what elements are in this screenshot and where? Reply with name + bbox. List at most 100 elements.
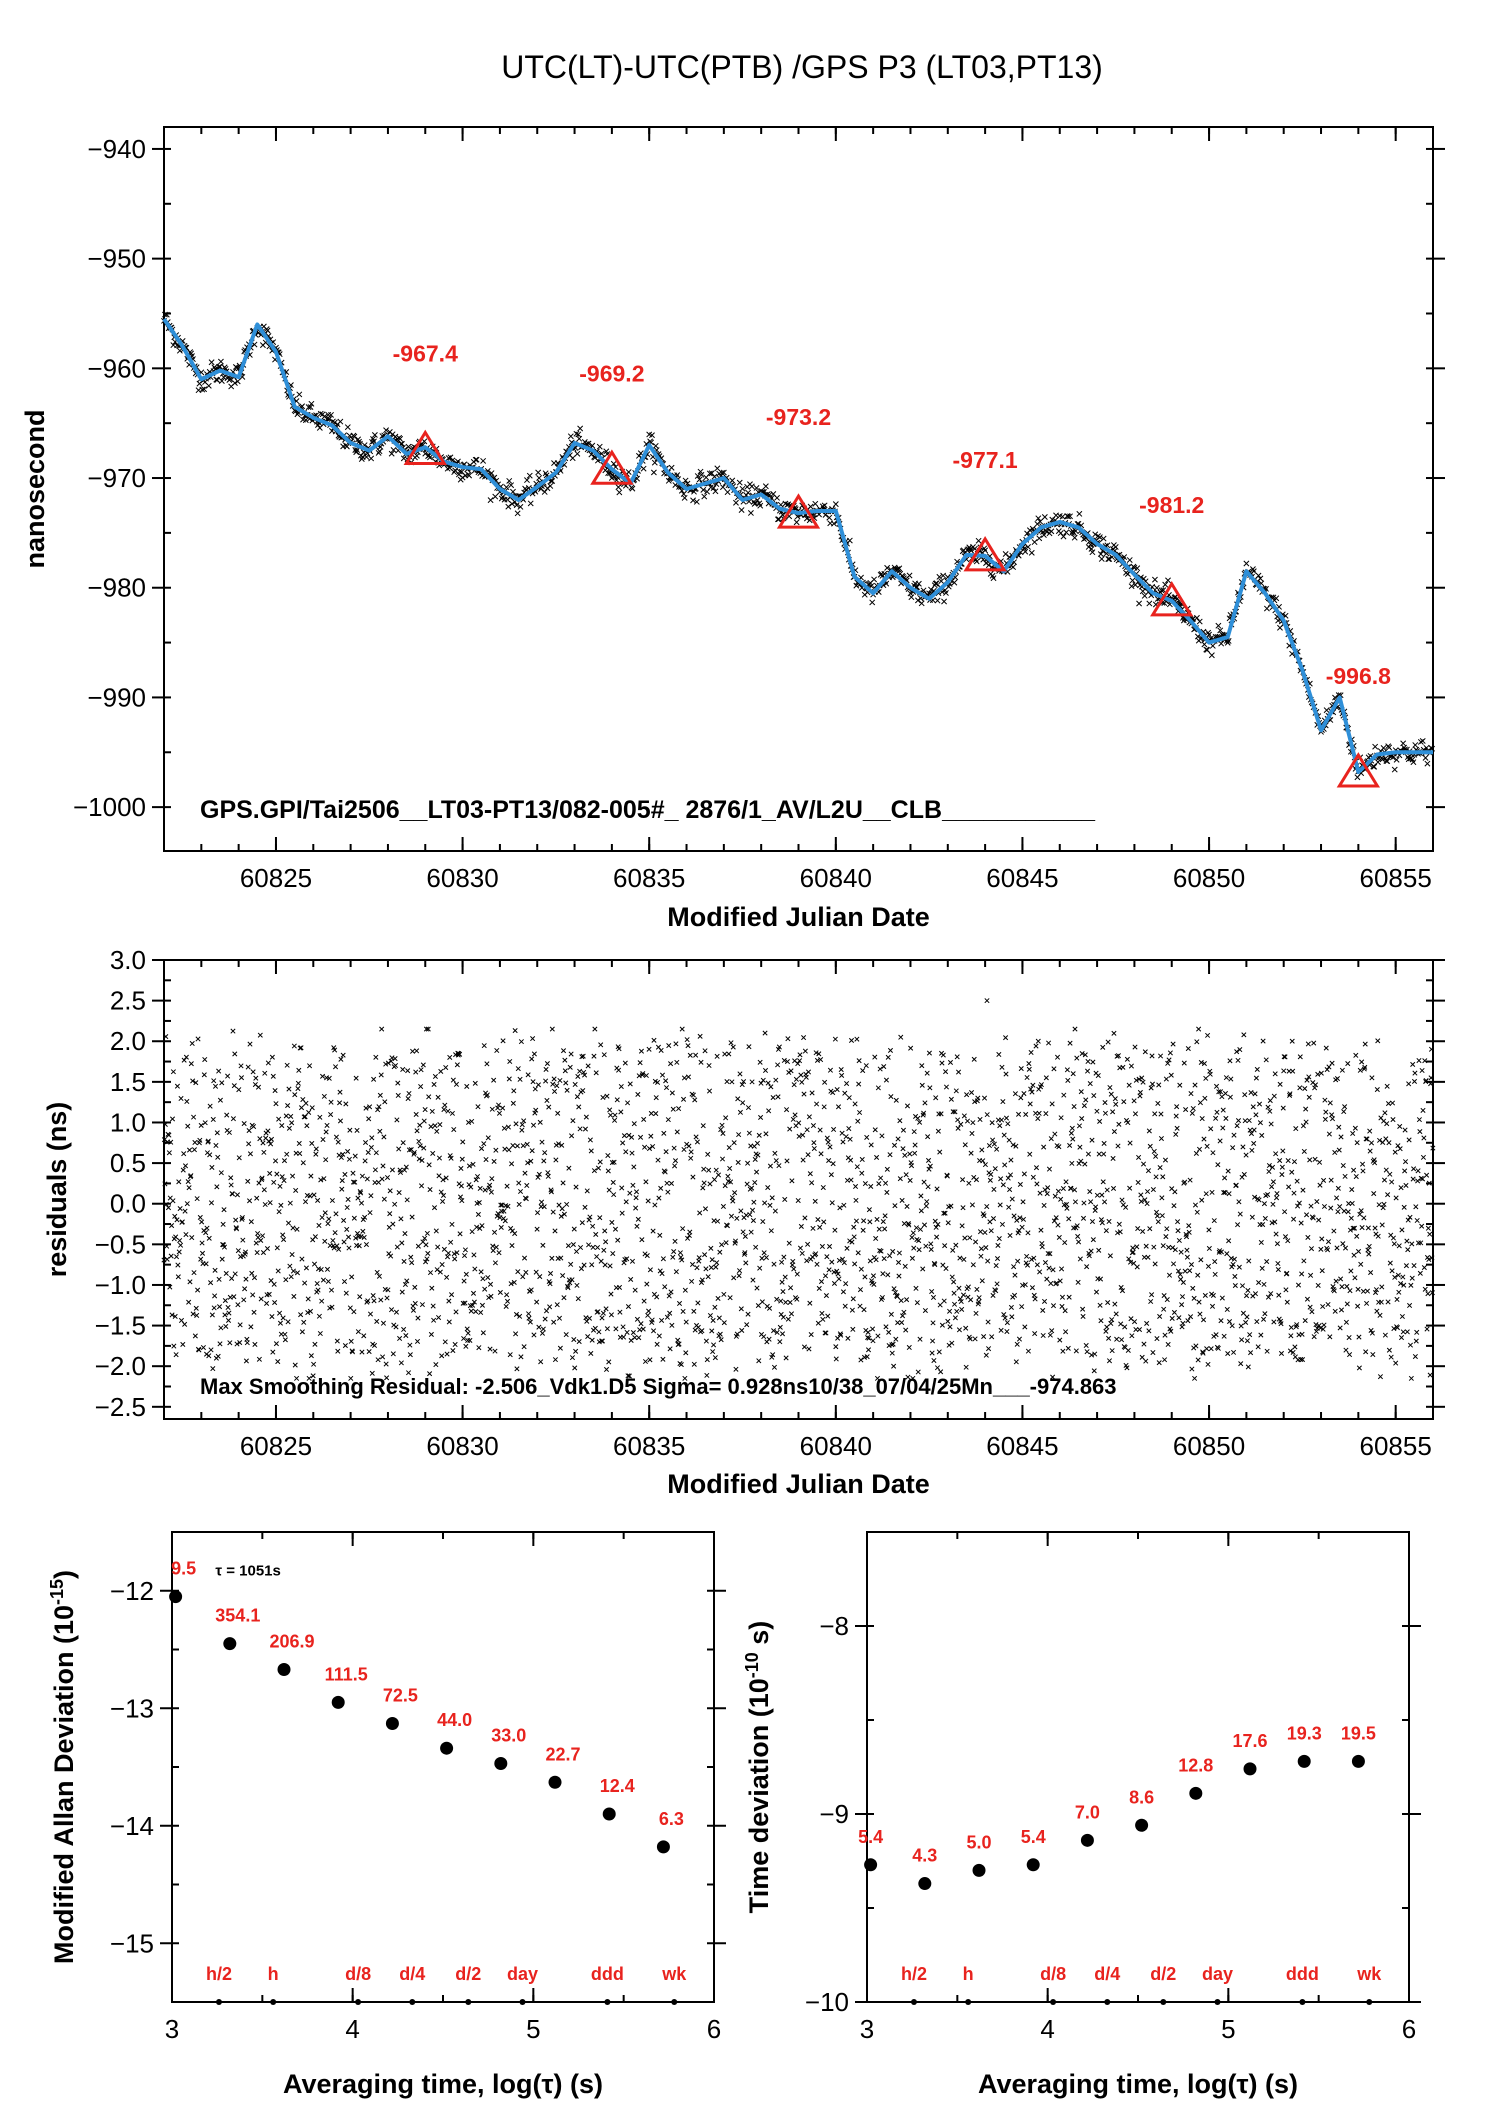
residual-point bbox=[461, 1253, 468, 1259]
residual-point bbox=[1017, 1181, 1023, 1187]
raw-data-point bbox=[446, 464, 453, 471]
residual-point bbox=[687, 1229, 693, 1235]
residual-point bbox=[1252, 1091, 1258, 1097]
residual-point bbox=[444, 1254, 451, 1260]
residual-point bbox=[1008, 1157, 1014, 1163]
raw-data-point bbox=[577, 425, 584, 432]
residual-point bbox=[441, 1246, 447, 1252]
time-marker-label: d/8 bbox=[1040, 1964, 1066, 1984]
y-tick-label: −12 bbox=[110, 1576, 154, 1606]
residual-point bbox=[453, 1309, 459, 1315]
residual-point bbox=[435, 1094, 441, 1100]
residual-point bbox=[308, 1173, 314, 1179]
residual-point bbox=[530, 1122, 537, 1128]
residual-point bbox=[389, 1055, 395, 1061]
residual-point bbox=[843, 1281, 849, 1287]
residual-point bbox=[1195, 1357, 1201, 1363]
residual-point bbox=[340, 1052, 346, 1058]
residual-point bbox=[994, 1146, 1000, 1152]
residual-point bbox=[745, 1105, 752, 1111]
residual-point bbox=[763, 1254, 769, 1261]
residual-point bbox=[447, 1054, 453, 1060]
residual-point bbox=[393, 1309, 400, 1315]
residual-point bbox=[506, 1076, 512, 1082]
tau-note: τ = 1051s bbox=[215, 1562, 281, 1579]
residual-point bbox=[412, 1284, 418, 1290]
residual-point bbox=[410, 1048, 416, 1054]
residual-point bbox=[705, 1274, 711, 1280]
residual-point bbox=[830, 1161, 836, 1167]
residual-point bbox=[1270, 1201, 1276, 1207]
residual-point bbox=[1358, 1261, 1364, 1267]
residual-point bbox=[657, 1232, 663, 1238]
residual-point bbox=[975, 1095, 981, 1101]
residual-point bbox=[1011, 1213, 1017, 1219]
residual-point bbox=[251, 1123, 257, 1130]
residual-point bbox=[575, 1296, 581, 1302]
residual-point bbox=[387, 1188, 393, 1194]
residual-point bbox=[981, 1095, 988, 1101]
residual-point bbox=[868, 1142, 874, 1148]
residual-point bbox=[1024, 1253, 1030, 1259]
residual-point bbox=[184, 1201, 190, 1207]
residual-point bbox=[872, 1054, 878, 1060]
residual-point bbox=[591, 1053, 597, 1059]
residual-point bbox=[363, 1241, 369, 1248]
residual-point bbox=[543, 1308, 550, 1314]
residual-point bbox=[1011, 1292, 1018, 1298]
raw-data-point bbox=[1196, 618, 1203, 625]
raw-data-point bbox=[610, 460, 617, 467]
residual-point bbox=[815, 1320, 821, 1326]
residual-point bbox=[1102, 1110, 1109, 1116]
residual-point bbox=[1324, 1067, 1330, 1073]
residual-point bbox=[1104, 1187, 1110, 1193]
residual-point bbox=[733, 1366, 739, 1372]
residual-point bbox=[177, 1206, 183, 1212]
residual-point bbox=[817, 1224, 823, 1230]
residual-point bbox=[749, 1185, 755, 1191]
residual-point bbox=[768, 1228, 774, 1234]
residual-point bbox=[463, 1271, 469, 1277]
residual-point bbox=[900, 1146, 906, 1152]
residual-point bbox=[272, 1300, 278, 1306]
residual-point bbox=[401, 1326, 407, 1333]
residual-point bbox=[1389, 1100, 1396, 1106]
residual-point bbox=[819, 1310, 825, 1316]
raw-data-point bbox=[1243, 560, 1250, 567]
residual-point bbox=[368, 1193, 374, 1199]
residual-point bbox=[691, 1361, 697, 1367]
residual-point bbox=[1328, 1177, 1334, 1183]
residual-point bbox=[260, 1140, 266, 1146]
residual-point bbox=[799, 1079, 805, 1085]
residual-point bbox=[1035, 1038, 1041, 1044]
residual-point bbox=[420, 1062, 426, 1068]
residual-point bbox=[737, 1071, 743, 1077]
residual-point bbox=[760, 1218, 766, 1225]
residual-point bbox=[639, 1237, 645, 1243]
residual-point bbox=[1005, 1121, 1011, 1127]
residual-point bbox=[1300, 1187, 1306, 1193]
y-tick-label: −0.5 bbox=[95, 1229, 146, 1259]
residual-point bbox=[874, 1216, 880, 1223]
residual-point bbox=[312, 1341, 318, 1347]
residual-point bbox=[1179, 1294, 1186, 1300]
residual-point bbox=[586, 1315, 593, 1321]
time-marker-dot bbox=[215, 1999, 222, 2005]
residual-point bbox=[1082, 1161, 1088, 1167]
residual-point bbox=[1093, 1289, 1100, 1295]
residual-point bbox=[792, 1112, 798, 1118]
residual-point bbox=[1032, 1331, 1038, 1337]
residual-point bbox=[1003, 1115, 1010, 1121]
raw-data-point bbox=[444, 465, 451, 472]
residual-point bbox=[766, 1336, 772, 1342]
residual-point bbox=[1037, 1269, 1043, 1275]
residual-point bbox=[1352, 1275, 1358, 1281]
raw-data-point bbox=[1209, 642, 1216, 649]
residual-point bbox=[723, 1240, 729, 1246]
residual-point bbox=[521, 1118, 527, 1124]
residual-point bbox=[339, 1186, 345, 1192]
y-tick-label: −940 bbox=[87, 134, 146, 164]
residual-point bbox=[801, 1091, 807, 1097]
residual-point bbox=[288, 1274, 294, 1280]
residual-point bbox=[1192, 1202, 1199, 1208]
